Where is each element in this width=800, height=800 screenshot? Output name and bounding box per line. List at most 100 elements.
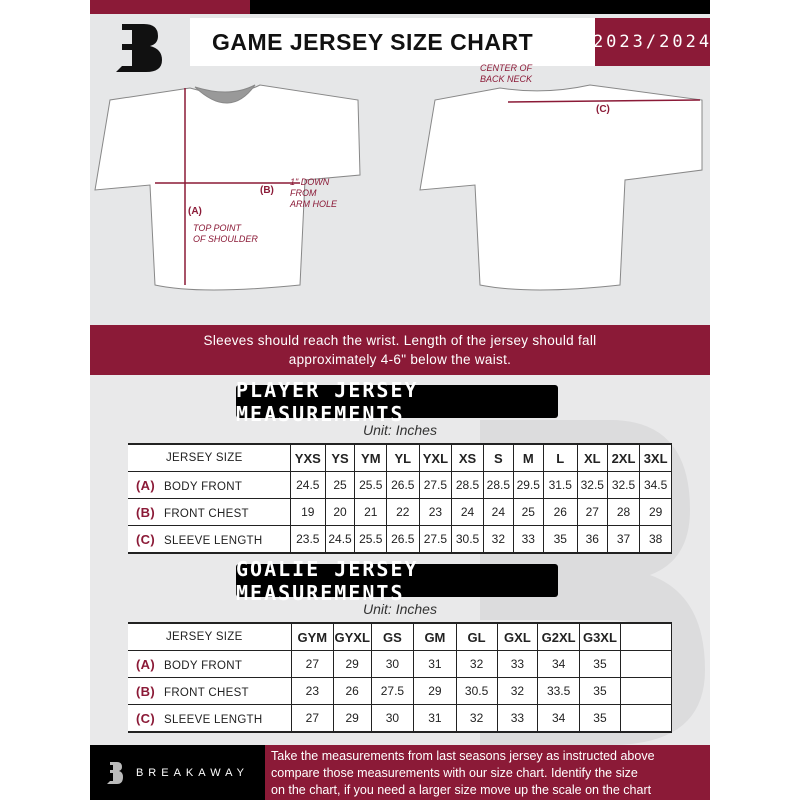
- table-header-row: JERSEY SIZE GYM GYXL GS GM GL GXL G2XL G3XL: [128, 622, 673, 651]
- size-header: GM: [413, 622, 457, 651]
- table-cell: 27: [576, 498, 608, 526]
- fit-instructions-banner: Sleeves should reach the wrist. Length o…: [90, 325, 710, 375]
- size-header: GYM: [290, 622, 334, 651]
- table-cell: 21: [354, 498, 388, 526]
- table-cell: 24: [451, 498, 484, 526]
- table-row: (B) FRONT CHEST 23 26 27.5 29 30.5 32 33.5 35: [128, 677, 673, 705]
- table-cell: 32.5: [606, 471, 641, 499]
- table-cell: 33: [496, 704, 539, 733]
- table-cell: 25: [512, 498, 544, 526]
- table-row: (B) FRONT CHEST 19 20 21 22 23 24 24 25 26 27 28 29: [128, 498, 672, 526]
- table-cell: 23: [290, 677, 334, 705]
- table-cell: 35: [579, 650, 621, 678]
- measurement-label: (C) SLEEVE LENGTH: [128, 704, 292, 733]
- measurement-label: (A) BODY FRONT: [128, 471, 292, 499]
- player-section-title: PLAYER JERSEY MEASUREMENTS: [236, 378, 558, 426]
- measure-b-label: (B): [260, 185, 274, 196]
- table-cell: 29.5: [512, 471, 544, 499]
- table-cell: 22: [386, 498, 420, 526]
- brand-logo: [116, 24, 162, 72]
- measurement-label: (C) SLEEVE LENGTH: [128, 525, 292, 554]
- table-cell: 32: [455, 650, 498, 678]
- table-cell: 30.5: [455, 677, 498, 705]
- table-row: (C) SLEEVE LENGTH 27 29 30 31 32 33 34 35: [128, 704, 673, 733]
- table-cell: 24.5: [324, 525, 356, 554]
- table-cell: 31: [413, 704, 457, 733]
- table-cell: 34.5: [639, 471, 672, 499]
- table-cell: [619, 704, 673, 733]
- size-header: YL: [386, 443, 420, 472]
- table-cell: 26.5: [386, 525, 420, 554]
- table-cell: 28: [606, 498, 641, 526]
- table-cell: 26: [542, 498, 578, 526]
- table-cell: 27.5: [418, 525, 453, 554]
- jersey-size-label: JERSEY SIZE: [128, 622, 292, 651]
- player-unit: Unit: Inches: [363, 422, 437, 438]
- table-cell: [619, 650, 673, 678]
- jersey-size-label: JERSEY SIZE: [128, 443, 292, 472]
- jersey-diagram: [94, 84, 703, 291]
- table-cell: 25.5: [354, 471, 388, 499]
- table-cell: 23: [418, 498, 453, 526]
- footer-instructions: Take the measurements from last seasons …: [265, 745, 710, 800]
- size-header: L: [542, 443, 578, 472]
- size-header: [619, 622, 673, 651]
- table-cell: 30: [370, 650, 415, 678]
- measurement-name: BODY FRONT: [164, 659, 243, 672]
- measurement-letter: (A): [136, 656, 155, 672]
- table-cell: 32: [455, 704, 498, 733]
- goalie-size-table: JERSEY SIZE GYM GYXL GS GM GL GXL G2XL G3XL (A) BO…: [128, 622, 673, 733]
- table-cell: 27.5: [370, 677, 415, 705]
- measurement-name: SLEEVE LENGTH: [164, 534, 263, 547]
- size-header: XS: [451, 443, 484, 472]
- size-header: S: [482, 443, 514, 472]
- table-row: (A) BODY FRONT 27 29 30 31 32 33 34 35: [128, 650, 673, 678]
- size-header: YM: [354, 443, 388, 472]
- measurement-letter: (B): [136, 683, 155, 699]
- table-cell: 33: [496, 650, 539, 678]
- table-cell: 34: [537, 704, 580, 733]
- table-cell: 31.5: [542, 471, 578, 499]
- measure-a-label: (A): [188, 206, 202, 217]
- size-header: 3XL: [639, 443, 672, 472]
- measurement-letter: (B): [136, 504, 155, 520]
- table-cell: 38: [639, 525, 672, 554]
- table-cell: 19: [290, 498, 326, 526]
- table-cell: 30: [370, 704, 415, 733]
- table-cell: 27: [290, 650, 334, 678]
- size-header: GS: [370, 622, 415, 651]
- footer-logo-icon: [106, 761, 123, 784]
- table-row: (A) BODY FRONT 24.5 25 25.5 26.5 27.5 28.5 28.5 2…: [128, 471, 672, 499]
- measurement-name: BODY FRONT: [164, 480, 243, 493]
- size-header: YXS: [290, 443, 326, 472]
- table-cell: 26.5: [386, 471, 420, 499]
- size-header: XL: [576, 443, 608, 472]
- top-bar: [250, 0, 710, 14]
- table-cell: 35: [579, 677, 621, 705]
- table-cell: 29: [332, 650, 372, 678]
- table-cell: 25.5: [354, 525, 388, 554]
- table-cell: 28.5: [451, 471, 484, 499]
- table-header-row: JERSEY SIZE YXS YS YM YL YXL XS S M L XL 2XL 3XL: [128, 443, 672, 472]
- size-header: G3XL: [579, 622, 621, 651]
- table-cell: 35: [579, 704, 621, 733]
- table-cell: 36: [576, 525, 608, 554]
- table-cell: 28.5: [482, 471, 514, 499]
- measurement-letter: (A): [136, 477, 155, 493]
- measurement-label: (B) FRONT CHEST: [128, 677, 292, 705]
- footer-brand: BREAKAWAY: [90, 745, 265, 800]
- size-header: GXL: [496, 622, 539, 651]
- table-cell: 32: [496, 677, 539, 705]
- table-cell: 29: [639, 498, 672, 526]
- size-chart-page: GAME JERSEY SIZE CHART 2023/2024 (B) 1" …: [90, 0, 710, 800]
- size-header: G2XL: [537, 622, 580, 651]
- table-cell: 32.5: [576, 471, 608, 499]
- table-cell: 27.5: [418, 471, 453, 499]
- size-header: GL: [455, 622, 498, 651]
- measure-b-note: 1" DOWN FROM ARM HOLE: [290, 177, 338, 209]
- goalie-section-title: GOALIE JERSEY MEASUREMENTS: [236, 557, 558, 605]
- top-bar-accent: [90, 0, 250, 14]
- table-cell: 26: [332, 677, 372, 705]
- table-cell: [619, 677, 673, 705]
- table-cell: 24: [482, 498, 514, 526]
